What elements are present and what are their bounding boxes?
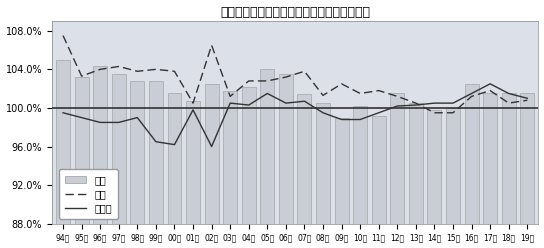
客数	[171, 70, 178, 73]
客数	[375, 89, 382, 92]
Bar	[93, 66, 107, 224]
Bar	[205, 84, 219, 224]
客単価	[283, 102, 289, 105]
客単価	[208, 145, 215, 148]
客単価	[505, 92, 512, 95]
客単価	[153, 140, 159, 143]
客単価	[450, 102, 456, 105]
客単価	[171, 143, 178, 146]
Bar	[521, 93, 534, 224]
客単価	[115, 121, 122, 124]
客数	[134, 70, 140, 73]
客単価	[320, 111, 326, 114]
Bar	[261, 69, 274, 224]
Bar	[279, 74, 293, 224]
客単価	[264, 92, 270, 95]
客数	[153, 68, 159, 71]
客数	[338, 82, 345, 85]
Line: 客単価: 客単価	[63, 84, 527, 147]
客数	[301, 70, 308, 73]
客数	[505, 102, 512, 105]
客数	[357, 92, 363, 95]
客単価	[78, 116, 85, 119]
客数	[115, 65, 122, 68]
客数	[283, 76, 289, 79]
客単価	[97, 121, 103, 124]
Bar	[428, 110, 441, 224]
Bar	[335, 118, 349, 224]
客単価	[301, 100, 308, 103]
客単価	[245, 104, 252, 107]
Bar	[391, 93, 404, 224]
Title: 「売上高」「客数」「客単価」の伸び率推移: 「売上高」「客数」「客単価」の伸び率推移	[220, 5, 370, 19]
客単価	[134, 116, 140, 119]
客単価	[431, 102, 438, 105]
客単価	[487, 82, 493, 85]
客数	[97, 68, 103, 71]
客数	[320, 94, 326, 97]
Bar	[298, 94, 311, 224]
Bar	[186, 101, 200, 224]
客数	[394, 95, 400, 98]
Bar	[223, 91, 237, 224]
客数	[60, 34, 66, 37]
客単価	[394, 104, 400, 107]
Bar	[149, 81, 163, 224]
Bar	[372, 116, 386, 224]
Bar	[131, 81, 144, 224]
Bar	[502, 93, 516, 224]
客数	[487, 89, 493, 92]
Bar	[409, 103, 423, 224]
Legend: 売上, 客数, 客単価: 売上, 客数, 客単価	[59, 169, 118, 219]
客単価	[60, 111, 66, 114]
客数	[468, 95, 475, 98]
客数	[450, 111, 456, 114]
客数	[264, 79, 270, 82]
客数	[431, 111, 438, 114]
Bar	[465, 84, 479, 224]
客数	[190, 102, 196, 105]
Bar	[168, 93, 182, 224]
客数	[78, 75, 85, 78]
Bar	[75, 77, 89, 224]
客単価	[524, 97, 530, 100]
Bar	[446, 108, 460, 224]
客単価	[190, 108, 196, 111]
客数	[245, 79, 252, 82]
Line: 客数: 客数	[63, 35, 527, 113]
Bar	[112, 74, 126, 224]
Bar	[483, 93, 497, 224]
客単価	[357, 118, 363, 121]
客数	[227, 95, 233, 98]
Bar	[316, 103, 330, 224]
客単価	[338, 118, 345, 121]
客単価	[375, 111, 382, 114]
客単価	[227, 102, 233, 105]
Bar	[242, 87, 256, 224]
客単価	[468, 92, 475, 95]
客数	[412, 102, 419, 105]
客数	[524, 99, 530, 102]
客単価	[412, 104, 419, 107]
Bar	[353, 106, 367, 224]
Bar	[56, 60, 70, 224]
客数	[208, 44, 215, 47]
